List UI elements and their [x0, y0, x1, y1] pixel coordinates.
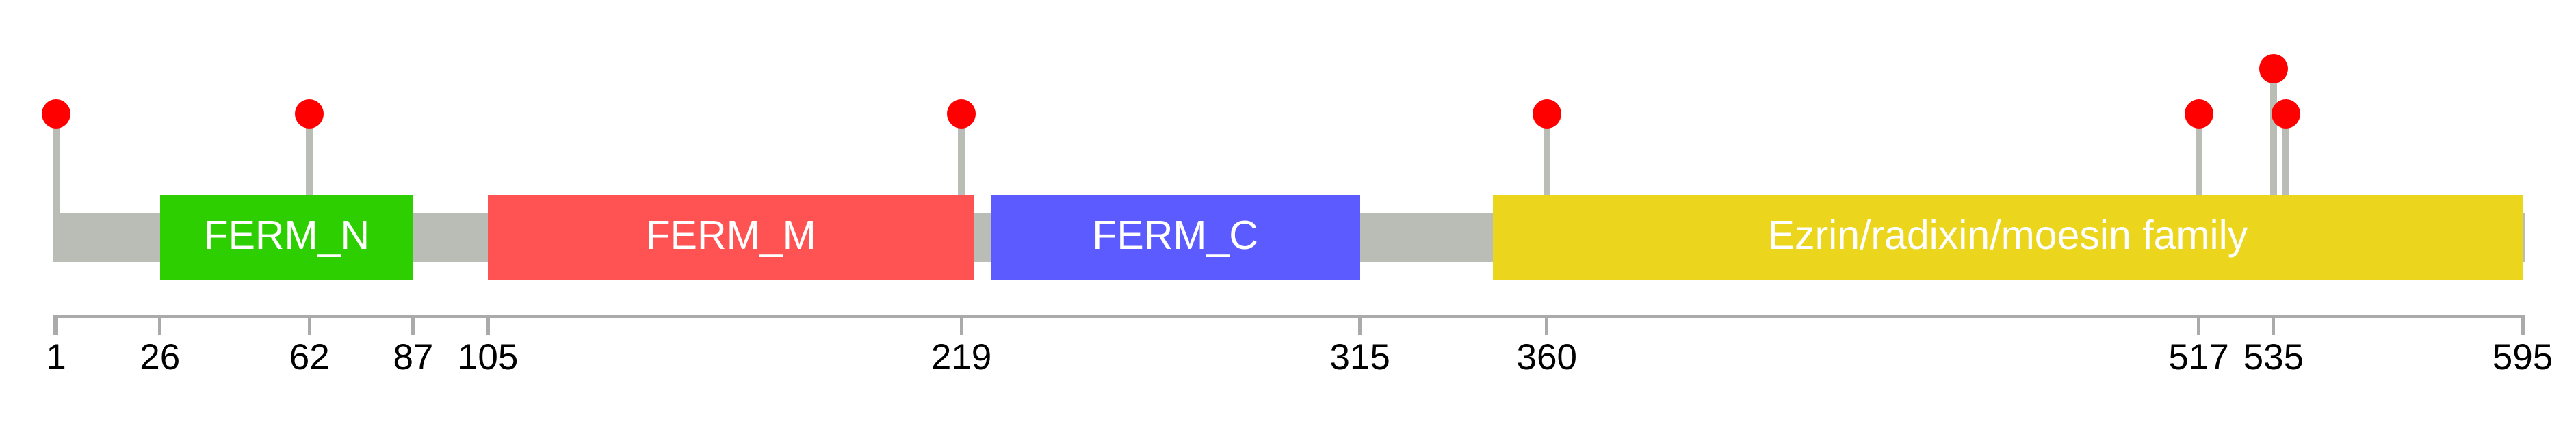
lollipop-stem: [2195, 113, 2202, 195]
axis-tick-62: [307, 315, 311, 335]
axis-tick-label-87: 87: [393, 337, 434, 377]
domain-box-ferm-m: FERM_M: [488, 195, 974, 280]
domain-label-ferm-n: FERM_N: [203, 213, 370, 258]
domain-box-ezrin-radixin-moesin-family: Ezrin/radixin/moesin family: [1492, 195, 2523, 280]
lollipop-head: [947, 98, 976, 129]
axis-tick-360: [1545, 315, 1549, 335]
axis-tick-26: [158, 315, 162, 335]
axis-tick-517: [2197, 315, 2201, 335]
lollipop-stem: [1543, 113, 1550, 195]
axis-tick-label-26: 26: [140, 337, 181, 377]
lollipop-head: [2259, 53, 2288, 83]
lollipop-head: [1532, 98, 1561, 129]
axis-line: [53, 315, 2525, 318]
axis-tick-label-315: 315: [1329, 337, 1390, 377]
domain-box-ferm-c: FERM_C: [990, 195, 1360, 280]
axis-tick-label-595: 595: [2492, 337, 2553, 377]
axis-tick-label-62: 62: [289, 337, 330, 377]
axis-tick-87: [411, 315, 415, 335]
axis-tick-219: [959, 315, 963, 335]
lollipop-head: [2272, 98, 2301, 129]
axis-tick-595: [2521, 315, 2525, 335]
axis-tick-1: [54, 315, 58, 335]
lollipop-stem: [2282, 113, 2290, 195]
axis-tick-label-219: 219: [931, 337, 992, 377]
domain-label-ferm-c: FERM_C: [1092, 213, 1258, 258]
lollipop-head: [2184, 98, 2213, 129]
axis-tick-label-105: 105: [457, 337, 519, 377]
axis-tick-label-360: 360: [1516, 337, 1577, 377]
axis-tick-105: [486, 315, 490, 335]
axis-tick-label-535: 535: [2243, 337, 2304, 377]
lollipop-head: [295, 98, 324, 129]
domain-label-ferm-m: FERM_M: [645, 213, 816, 258]
lollipop-stem: [958, 113, 965, 195]
axis-tick-label-1: 1: [46, 337, 66, 377]
axis-tick-label-517: 517: [2168, 337, 2229, 377]
domain-label-ezrin-radixin-moesin-family: Ezrin/radixin/moesin family: [1767, 213, 2248, 258]
domain-box-ferm-n: FERM_N: [159, 195, 413, 280]
axis-tick-535: [2272, 315, 2276, 335]
axis-tick-315: [1358, 315, 1362, 335]
lollipop-head: [42, 98, 70, 129]
lollipop-stem: [306, 113, 313, 195]
lollipop-stem: [2269, 68, 2277, 195]
lollipop-stem: [53, 113, 60, 213]
